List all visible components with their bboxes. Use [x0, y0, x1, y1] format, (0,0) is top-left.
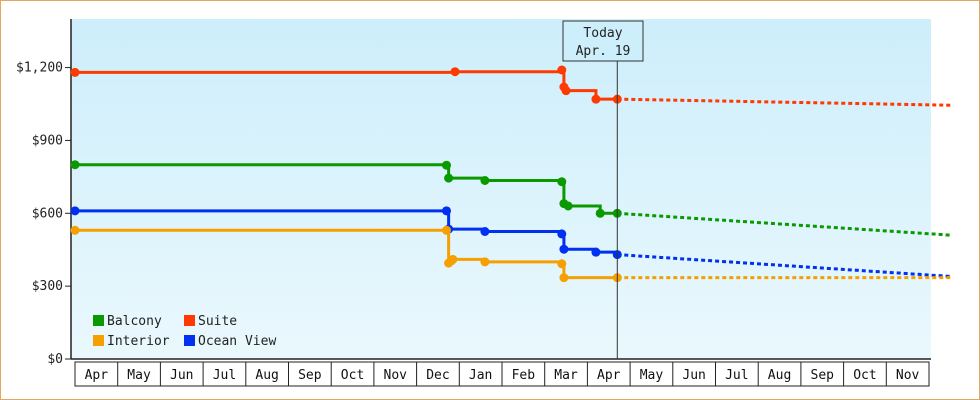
month-label: Mar — [554, 368, 578, 383]
data-point-suite — [450, 67, 460, 77]
month-label: Feb — [512, 368, 536, 383]
data-point-balcony — [444, 173, 454, 183]
data-point-ocean-view — [480, 227, 490, 236]
month-label: Sep — [811, 368, 835, 383]
data-point-ocean-view — [441, 206, 451, 216]
plot-area — [71, 19, 931, 359]
data-point-ocean-view — [591, 247, 601, 257]
month-label: Jul — [213, 368, 236, 383]
today-marker: Today Apr. 19 — [562, 20, 644, 359]
y-tick-label: $300 — [32, 279, 63, 294]
data-point-ocean-view — [70, 206, 80, 216]
month-label: Apr — [597, 368, 621, 383]
legend-swatch-balcony — [93, 315, 104, 326]
month-label: Dec — [426, 368, 449, 383]
month-label: Oct — [853, 368, 876, 383]
x-axis: Apr May Jun Jul Aug Sep Oct Nov Dec Jan Feb Mar Apr M… — [71, 358, 931, 387]
legend-label-suite: Suite — [198, 314, 237, 329]
data-point-interior — [557, 259, 567, 269]
series-layer — [70, 65, 951, 283]
month-label: Aug — [255, 368, 278, 383]
month-label: Sep — [298, 368, 322, 383]
month-label: Apr — [85, 368, 109, 383]
data-point-interior — [441, 225, 451, 235]
legend-label-balcony: Balcony — [107, 314, 162, 329]
data-point-ocean-view — [559, 244, 569, 254]
month-label: May — [127, 368, 151, 383]
y-tick-label: $0 — [47, 352, 63, 367]
month-label: Nov — [896, 368, 920, 383]
data-point-interior — [480, 257, 490, 267]
month-label: Oct — [341, 368, 364, 383]
today-date: Apr. 19 — [576, 44, 631, 59]
data-point-suite — [561, 86, 571, 96]
month-label: Jul — [725, 368, 748, 383]
y-tick-label: $1,200 — [16, 61, 63, 76]
data-point-suite — [557, 65, 567, 75]
data-point-suite — [591, 94, 601, 104]
legend-swatch-interior — [93, 335, 104, 346]
month-label: Jun — [170, 368, 193, 383]
y-tick-label: $900 — [32, 133, 63, 148]
month-label: Jun — [682, 368, 705, 383]
legend: Balcony Suite Interior Ocean View — [93, 314, 276, 349]
data-point-balcony — [557, 177, 567, 187]
today-label: Today — [583, 26, 622, 41]
data-point-interior — [70, 225, 80, 235]
month-label: May — [640, 368, 664, 383]
data-point-balcony — [595, 208, 605, 218]
data-point-interior — [559, 273, 569, 283]
month-label: Jan — [469, 368, 492, 383]
data-point-balcony — [480, 176, 490, 185]
data-point-ocean-view — [557, 229, 567, 239]
data-point-interior — [448, 254, 458, 264]
data-point-balcony — [70, 160, 80, 170]
data-point-suite — [70, 67, 80, 77]
legend-swatch-ocean-view — [184, 335, 195, 346]
legend-swatch-suite — [184, 315, 195, 326]
month-label: Aug — [768, 368, 791, 383]
month-label: Nov — [384, 368, 408, 383]
legend-label-interior: Interior — [107, 334, 170, 349]
data-point-balcony — [441, 160, 451, 170]
today-box — [562, 20, 644, 62]
y-axis: $0 $300 $600 $900 $1,200 — [16, 19, 72, 367]
y-tick-label: $600 — [32, 206, 63, 221]
data-point-balcony — [563, 201, 573, 211]
legend-label-ocean-view: Ocean View — [198, 334, 276, 349]
